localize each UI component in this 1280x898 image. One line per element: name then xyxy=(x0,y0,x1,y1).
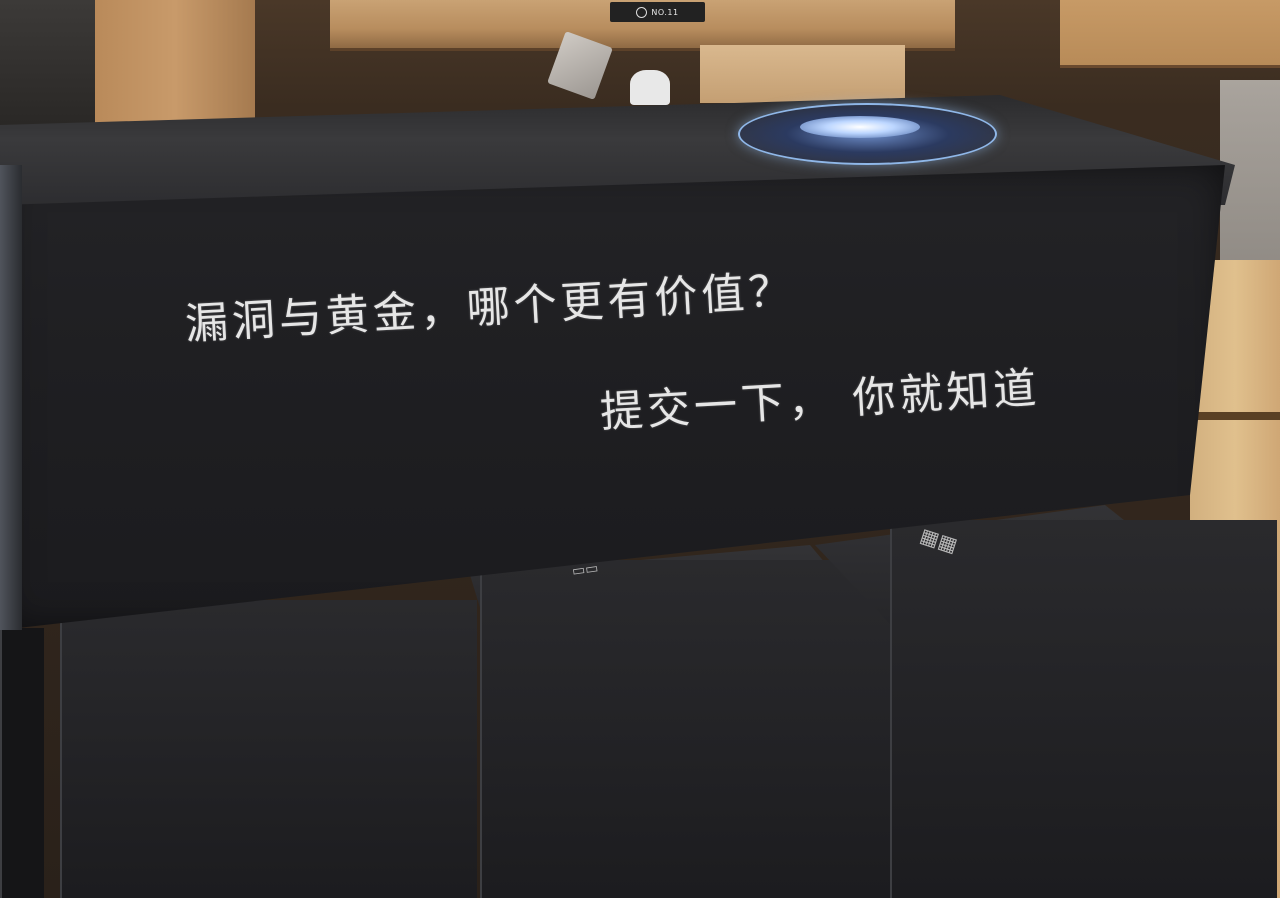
shelf-label-logo-icon xyxy=(636,6,648,18)
shelf-label-tag: NO.11 xyxy=(610,2,705,22)
main-box-logo-glow xyxy=(800,116,920,138)
shelf-label-text: NO.11 xyxy=(651,7,679,17)
background-wood-shelf-right xyxy=(1060,0,1280,68)
lower-box-1 xyxy=(60,600,477,898)
lower-box-3 xyxy=(890,520,1277,898)
main-box-edge xyxy=(0,165,22,630)
background-white-object xyxy=(630,70,670,105)
lower-box-left-edge xyxy=(0,628,44,898)
background-cardboard-box xyxy=(700,45,905,103)
lower-box-2 xyxy=(480,560,892,898)
background-dark-panel xyxy=(0,0,95,125)
background-wood-seam xyxy=(1190,412,1280,420)
background-wood-cabinet xyxy=(95,0,255,125)
